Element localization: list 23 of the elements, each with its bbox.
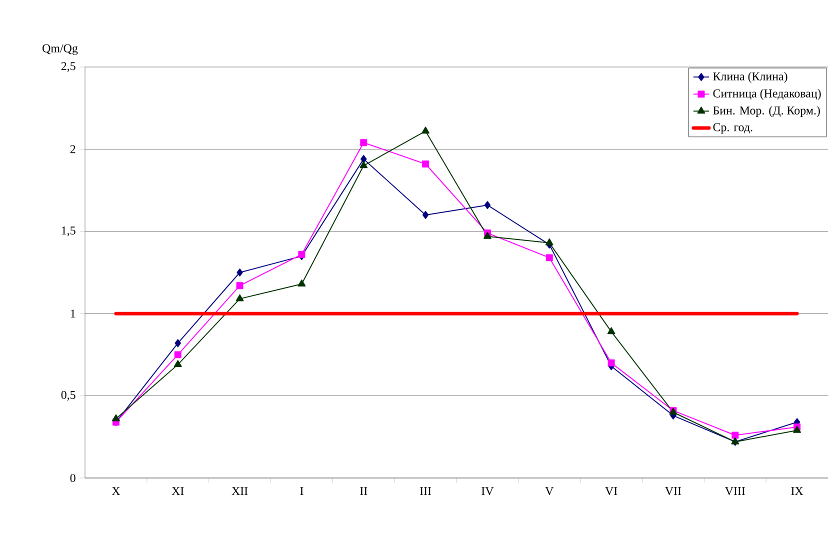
y-tick-label: 0,5 bbox=[61, 390, 76, 401]
x-tick-label: IV bbox=[482, 487, 494, 496]
y-tick-label: 2 bbox=[70, 145, 76, 154]
legend-label: Бин. Мор. (Д. Корм.) bbox=[713, 106, 820, 117]
legend-label: Клина (Клина) bbox=[713, 72, 788, 83]
legend-label: Ситница (Недаковац) bbox=[713, 89, 821, 100]
x-tick-label: II bbox=[360, 487, 368, 495]
x-tick-label: VI bbox=[605, 487, 618, 496]
y-tick-label: 2,5 bbox=[61, 62, 76, 72]
y-axis-title: Qm/Qg bbox=[42, 44, 78, 55]
x-tick-label: III bbox=[420, 487, 432, 495]
legend-label: Ср. год. bbox=[713, 123, 752, 134]
x-tick-label: I bbox=[300, 487, 304, 495]
x-tick-label: VII bbox=[665, 487, 682, 496]
x-tick-label: IX bbox=[791, 487, 804, 495]
x-tick-label: XI bbox=[172, 487, 184, 495]
x-tick-label: XII bbox=[232, 487, 248, 495]
x-tick-label: V bbox=[545, 487, 554, 496]
y-tick-label: 1 bbox=[70, 310, 76, 318]
x-tick-label: X bbox=[112, 487, 120, 495]
y-tick-label: 0 bbox=[70, 474, 76, 482]
x-tick-label: VIII bbox=[724, 487, 745, 496]
y-tick-label: 1,5 bbox=[62, 226, 76, 236]
